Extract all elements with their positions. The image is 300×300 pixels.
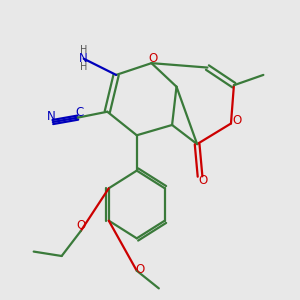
Text: H: H xyxy=(80,62,87,72)
Text: O: O xyxy=(198,174,208,188)
Text: O: O xyxy=(76,219,86,232)
Text: O: O xyxy=(148,52,158,65)
Text: O: O xyxy=(135,263,144,276)
Text: N: N xyxy=(47,110,56,123)
Text: H: H xyxy=(80,46,87,56)
Text: N: N xyxy=(80,52,88,65)
Text: C: C xyxy=(75,106,83,119)
Text: O: O xyxy=(232,114,242,127)
